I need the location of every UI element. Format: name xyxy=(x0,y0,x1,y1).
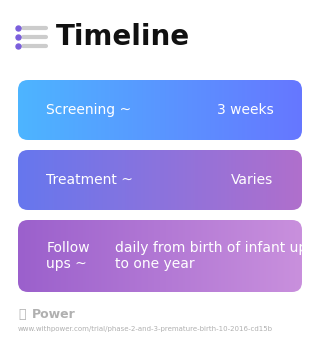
Text: 3 weeks: 3 weeks xyxy=(217,103,274,117)
FancyBboxPatch shape xyxy=(18,80,302,140)
FancyBboxPatch shape xyxy=(18,150,302,210)
FancyBboxPatch shape xyxy=(18,220,302,292)
Text: Screening ~: Screening ~ xyxy=(46,103,132,117)
Text: Power: Power xyxy=(32,308,76,322)
Text: ⏻: ⏻ xyxy=(18,308,26,322)
Text: Treatment ~: Treatment ~ xyxy=(46,173,133,187)
Text: Varies: Varies xyxy=(231,173,274,187)
Text: Follow
ups ~: Follow ups ~ xyxy=(46,241,90,271)
Text: www.withpower.com/trial/phase-2-and-3-premature-birth-10-2016-cd15b: www.withpower.com/trial/phase-2-and-3-pr… xyxy=(18,326,273,332)
Text: daily from birth of infant up
to one year: daily from birth of infant up to one yea… xyxy=(115,241,307,271)
Text: Timeline: Timeline xyxy=(56,23,190,51)
